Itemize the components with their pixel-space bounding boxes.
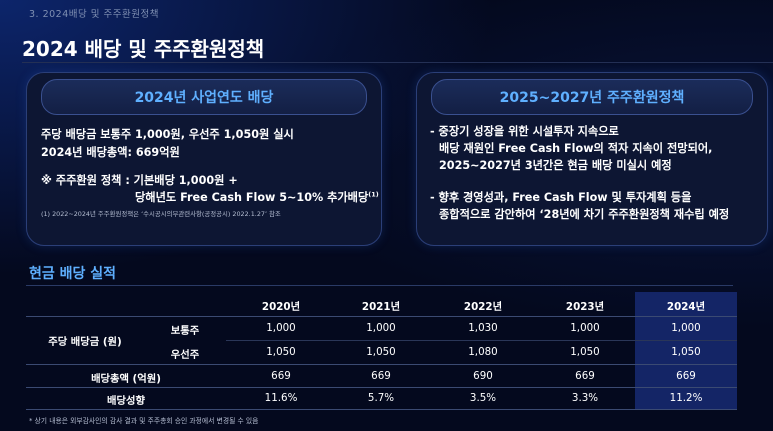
- table-cell: 3.5%: [469, 392, 497, 404]
- bullet-2-line-1: - 향후 경영성과, Free Cash Flow 및 투자계획 등을: [430, 191, 692, 204]
- table-cell: 1,000: [366, 322, 396, 334]
- title-divider: [22, 62, 773, 63]
- bullet-1-line-3: 2025~2027년 3년간은 현금 배당 미실시 예정: [439, 159, 672, 172]
- policy-line-1: ※ 주주환원 정책 : 기본배당 1,000원 +: [41, 174, 238, 187]
- policy-2025-2027-panel-title: 2025~2027년 주주환원정책: [431, 79, 753, 115]
- section-label: 3. 2024배당 및 주주환원정책: [29, 9, 159, 20]
- highlight-column-2024: [635, 292, 737, 410]
- table-rule: [26, 316, 737, 317]
- table-cell: 1,000: [570, 322, 600, 334]
- table-cell: 1,000: [671, 322, 701, 334]
- row-label-dividend-total: 배당총액 (억원): [91, 373, 161, 385]
- year-header: 2023년: [565, 301, 605, 313]
- table-cell: 669: [271, 370, 291, 382]
- dividend-total-text: 2024년 배당총액: 669억원: [41, 146, 180, 159]
- policy-note: (1) 2022~2024년 주주환원정책은 ‘수시공시의무관련사항(공정공시)…: [41, 210, 281, 218]
- table-cell: 669: [575, 370, 595, 382]
- cash-dividend-section-title: 현금 배당 실적: [29, 266, 117, 282]
- year-header: 2024년: [666, 301, 706, 313]
- table-cell: 1,080: [468, 346, 498, 358]
- table-cell: 669: [371, 370, 391, 382]
- policy-footnote-ref: (1): [368, 190, 379, 199]
- policy-line-2: 당해년도 Free Cash Flow 5~10% 추가배당(1): [135, 189, 379, 205]
- footnote: * 상기 내용은 외부감사인의 감사 결과 및 주주총회 승인 과정에서 변경될…: [29, 417, 259, 425]
- year-header: 2022년: [463, 301, 503, 313]
- bullet-2-line-2: 종합적으로 감안하여 ‘28년에 차기 주주환원정책 재수립 예정: [439, 208, 730, 221]
- dividend-2024-panel: 2024년 사업연도 배당 주당 배당금 보통주 1,000원, 우선주 1,0…: [26, 72, 382, 246]
- row-label-common: 보통주: [170, 325, 200, 337]
- policy-line-2-text: 당해년도 Free Cash Flow 5~10% 추가배당: [135, 191, 369, 204]
- row-label-preferred: 우선주: [170, 349, 200, 361]
- page-title: 2024 배당 및 주주환원정책: [22, 37, 265, 61]
- table-cell: 11.2%: [669, 392, 703, 404]
- table-cell: 690: [473, 370, 493, 382]
- table-cell: 11.6%: [264, 392, 298, 404]
- table-cell: 1,000: [266, 322, 296, 334]
- bullet-1-line-2: 배당 재원인 Free Cash Flow의 적자 지속이 전망되어,: [439, 142, 713, 155]
- table-cell: 1,050: [671, 346, 701, 358]
- dividend-2024-panel-title: 2024년 사업연도 배당: [41, 79, 367, 115]
- table-rule: [26, 387, 737, 388]
- table-cell: 1,030: [468, 322, 498, 334]
- row-label-dividend-per-share: 주당 배당금 (원): [48, 336, 122, 348]
- table-cell: 669: [676, 370, 696, 382]
- row-label-payout-ratio: 배당성향: [107, 395, 145, 407]
- table-cell: 1,050: [570, 346, 600, 358]
- table-rule: [26, 409, 737, 410]
- table-cell: 3.3%: [571, 392, 599, 404]
- bullet-1-line-1: - 중장기 성장을 위한 시설투자 지속으로: [430, 125, 619, 138]
- table-cell: 1,050: [266, 346, 296, 358]
- table-cell: 1,050: [366, 346, 396, 358]
- table-rule: [26, 364, 737, 365]
- year-header: 2021년: [361, 301, 401, 313]
- policy-2025-2027-panel: 2025~2027년 주주환원정책 - 중장기 성장을 위한 시설투자 지속으로…: [416, 72, 768, 246]
- section-divider: [26, 285, 733, 286]
- year-header: 2020년: [261, 301, 301, 313]
- cash-dividend-table: 2020년 2021년 2022년 2023년 2024년 주당 배당금 (원)…: [26, 292, 737, 410]
- dividend-per-share-text: 주당 배당금 보통주 1,000원, 우선주 1,050원 실시: [41, 128, 294, 141]
- table-cell: 5.7%: [367, 392, 395, 404]
- table-rule: [226, 340, 737, 341]
